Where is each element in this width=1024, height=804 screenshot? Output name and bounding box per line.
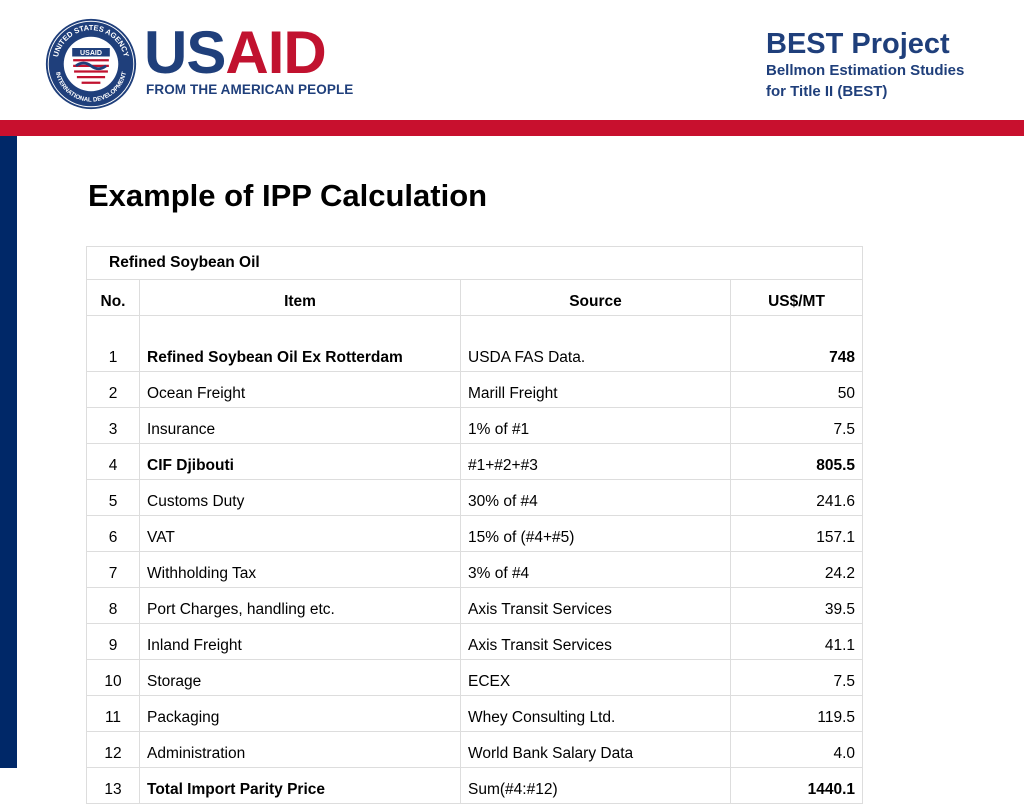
row-value: 24.2	[729, 551, 864, 588]
best-project-title: BEST Project	[766, 28, 950, 60]
table-row: 9 Inland Freight Axis Transit Services 41.1	[86, 623, 864, 660]
usaid-logo-text: USAID	[144, 19, 327, 86]
table-row: 12 Administration World Bank Salary Data 4.…	[86, 731, 864, 768]
usaid-tagline: FROM THE AMERICAN PEOPLE	[146, 82, 354, 97]
row-value: 241.6	[729, 479, 864, 516]
header-source: Source	[460, 279, 731, 316]
row-value: 1440.1	[729, 767, 864, 804]
table-row: 6 VAT 15% of (#4+#5) 157.1	[86, 515, 864, 552]
row-no: 1	[86, 315, 140, 372]
row-item: Storage	[139, 659, 461, 696]
header-red-band	[0, 120, 1024, 136]
row-source: #1+#2+#3	[460, 443, 731, 480]
slide-header: UNITED STATES AGENCY INTERNATIONAL DEVEL…	[0, 0, 1024, 120]
row-no: 10	[86, 659, 140, 696]
table-row: 2 Ocean Freight Marill Freight 50	[86, 371, 864, 408]
ipp-calculation-table: Refined Soybean Oil No. Item Source US$/…	[85, 246, 864, 804]
table-row: 13 Total Import Parity Price Sum(#4:#12) 14…	[86, 767, 864, 804]
row-no: 3	[86, 407, 140, 444]
table-header-row: No. Item Source US$/MT	[86, 279, 864, 316]
row-source: Sum(#4:#12)	[460, 767, 731, 804]
row-item: Packaging	[139, 695, 461, 732]
left-navy-bar	[0, 136, 17, 768]
row-source: Marill Freight	[460, 371, 731, 408]
row-value: 7.5	[729, 407, 864, 444]
row-value: 805.5	[729, 443, 864, 480]
table-caption: Refined Soybean Oil	[85, 246, 864, 280]
header-value: US$/MT	[729, 279, 864, 316]
row-no: 6	[86, 515, 140, 552]
row-item: Customs Duty	[139, 479, 461, 516]
row-no: 8	[86, 587, 140, 624]
best-project-subtitle-2: for Title II (BEST)	[766, 83, 888, 100]
row-source: 3% of #4	[460, 551, 731, 588]
row-source: Whey Consulting Ltd.	[460, 695, 731, 732]
row-source: Axis Transit Services	[460, 623, 731, 660]
row-item: Port Charges, handling etc.	[139, 587, 461, 624]
row-item: Total Import Parity Price	[139, 767, 461, 804]
row-no: 2	[86, 371, 140, 408]
row-value: 7.5	[729, 659, 864, 696]
row-value: 39.5	[729, 587, 864, 624]
row-item: Inland Freight	[139, 623, 461, 660]
row-item: Insurance	[139, 407, 461, 444]
row-value: 41.1	[729, 623, 864, 660]
row-item: Withholding Tax	[139, 551, 461, 588]
row-no: 4	[86, 443, 140, 480]
row-value: 157.1	[729, 515, 864, 552]
header-no: No.	[86, 279, 140, 316]
slide-title: Example of IPP Calculation	[88, 178, 488, 213]
table-row: 3 Insurance 1% of #1 7.5	[86, 407, 864, 444]
best-project-subtitle-1: Bellmon Estimation Studies	[766, 62, 965, 79]
row-source: ECEX	[460, 659, 731, 696]
row-item: CIF Djibouti	[139, 443, 461, 480]
table-row: 5 Customs Duty 30% of #4 241.6	[86, 479, 864, 516]
row-item: VAT	[139, 515, 461, 552]
row-no: 5	[86, 479, 140, 516]
row-source: Axis Transit Services	[460, 587, 731, 624]
row-value: 50	[729, 371, 864, 408]
row-no: 9	[86, 623, 140, 660]
row-source: 15% of (#4+#5)	[460, 515, 731, 552]
svg-text:USAID: USAID	[80, 50, 102, 57]
row-value: 119.5	[729, 695, 864, 732]
table-row: 1 Refined Soybean Oil Ex Rotterdam USDA FA…	[86, 315, 864, 372]
row-source: USDA FAS Data.	[460, 315, 731, 372]
row-item: Administration	[139, 731, 461, 768]
row-item: Ocean Freight	[139, 371, 461, 408]
table-row: 8 Port Charges, handling etc. Axis Transit…	[86, 587, 864, 624]
row-source: 1% of #1	[460, 407, 731, 444]
header-item: Item	[139, 279, 461, 316]
table-caption-row: Refined Soybean Oil	[85, 246, 864, 280]
table-row: 4 CIF Djibouti #1+#2+#3 805.5	[86, 443, 864, 480]
row-value: 748	[729, 315, 864, 372]
table-row: 11 Packaging Whey Consulting Ltd. 119.5	[86, 695, 864, 732]
row-source: World Bank Salary Data	[460, 731, 731, 768]
row-no: 12	[86, 731, 140, 768]
best-project-block: BEST Project Bellmon Estimation Studies …	[766, 28, 964, 102]
row-no: 7	[86, 551, 140, 588]
row-item: Refined Soybean Oil Ex Rotterdam	[139, 315, 461, 372]
table-row: 7 Withholding Tax 3% of #4 24.2	[86, 551, 864, 588]
usaid-seal-icon: UNITED STATES AGENCY INTERNATIONAL DEVEL…	[45, 18, 137, 110]
row-no: 11	[86, 695, 140, 732]
usaid-wordmark: USAID FROM THE AMERICAN PEOPLE	[144, 22, 354, 102]
row-no: 13	[86, 767, 140, 804]
row-value: 4.0	[729, 731, 864, 768]
row-source: 30% of #4	[460, 479, 731, 516]
table-row: 10 Storage ECEX 7.5	[86, 659, 864, 696]
